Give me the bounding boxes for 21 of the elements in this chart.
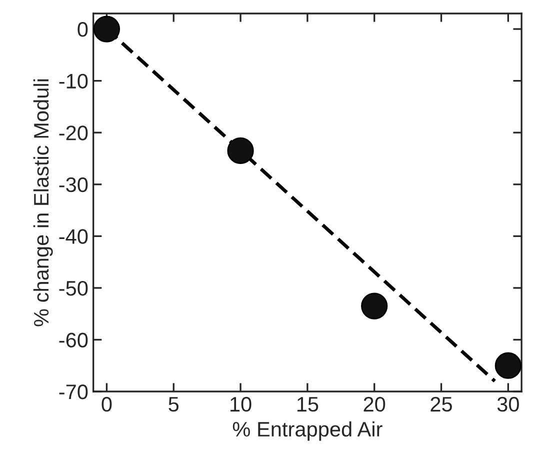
y-tick-label: -20 (59, 126, 88, 140)
y-tick-label: 0 (78, 22, 88, 37)
y-axis-title: % change in Elastic Moduli (33, 79, 53, 326)
point (227, 137, 254, 164)
point (361, 292, 388, 320)
x-tick-label: 10 (230, 396, 252, 412)
y-tick-label: -10 (59, 74, 88, 89)
y-tick-label: -60 (59, 332, 88, 348)
y-tick-label: -40 (59, 229, 88, 244)
x-tick-label: 15 (297, 397, 318, 412)
y-tick-label: -30 (59, 177, 88, 192)
x-tick-label: 30 (497, 396, 519, 412)
point (494, 352, 522, 379)
x-axis-title: % Entrapped Air (232, 421, 382, 441)
x-tick-label: 25 (430, 396, 452, 412)
y-tick-label: -70 (59, 384, 88, 400)
y-tick-label: -50 (59, 280, 88, 296)
point (93, 16, 120, 42)
x-tick-label: 20 (364, 396, 386, 412)
x-tick-label: 0 (102, 396, 112, 412)
x-tick-label: 5 (168, 397, 179, 412)
